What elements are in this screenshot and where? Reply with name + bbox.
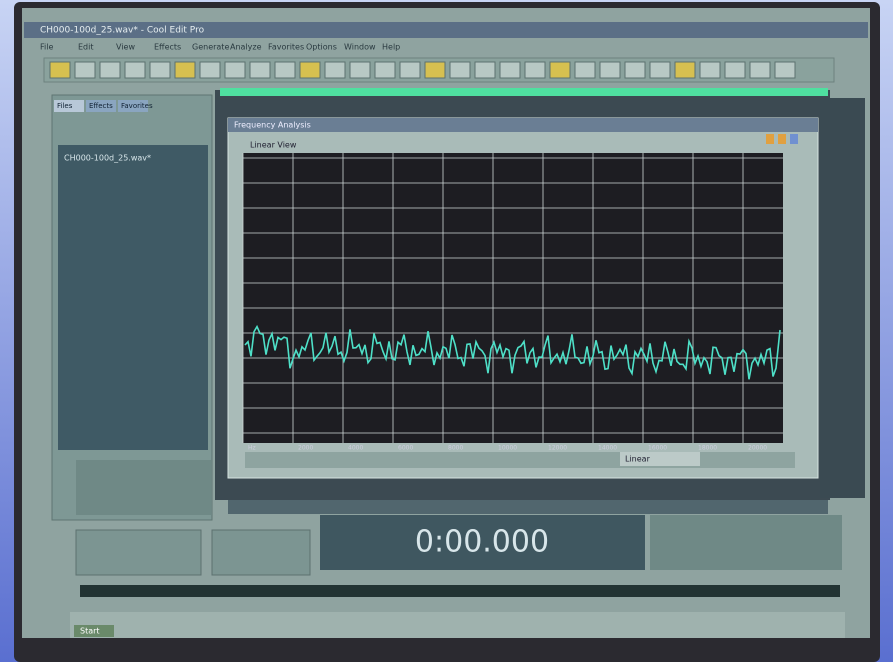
tool-button[interactable] [449, 61, 471, 79]
zoom-buttons[interactable] [211, 529, 311, 576]
tool-button[interactable] [574, 61, 596, 79]
tool-button[interactable] [724, 61, 746, 79]
tool-button[interactable] [499, 61, 521, 79]
menu-item[interactable]: Analyze [230, 43, 262, 52]
tab[interactable] [54, 100, 84, 112]
menu-bar: File Edit View Effects Generate Analyze Favori… [40, 43, 400, 52]
frequency-label: 8000 [448, 445, 463, 452]
selection-info [650, 515, 842, 570]
start-label: Start [80, 627, 100, 636]
tab[interactable] [118, 100, 148, 112]
menu-item[interactable]: Edit [78, 43, 94, 52]
frequency-label: 6000 [398, 445, 413, 452]
tool-button[interactable] [549, 61, 571, 79]
frequency-label: 14000 [598, 445, 617, 452]
tab-label: Files [57, 102, 73, 110]
file-item[interactable]: CH000-100d_25.wav* [64, 154, 151, 163]
status-bar [80, 585, 840, 597]
time-ruler [228, 500, 828, 514]
tool-button[interactable] [249, 61, 271, 79]
plot-area [243, 153, 783, 443]
overview-bar [220, 88, 828, 96]
tool-button[interactable] [649, 61, 671, 79]
level-ruler [820, 98, 865, 498]
tool-button[interactable] [424, 61, 446, 79]
menu-item[interactable]: Favorites [268, 43, 304, 52]
frequency-label: 2000 [298, 445, 313, 452]
mode-select[interactable] [620, 452, 700, 466]
panel-options [76, 460, 211, 515]
tool-button[interactable] [399, 61, 421, 79]
frequency-label: 10000 [498, 445, 517, 452]
time-display [320, 515, 645, 570]
frequency-label: 4000 [348, 445, 363, 452]
file-list [58, 145, 208, 450]
tool-button[interactable] [224, 61, 246, 79]
tool-button[interactable] [274, 61, 296, 79]
analysis-title: Frequency Analysis [234, 121, 311, 130]
tool-button[interactable] [749, 61, 771, 79]
menu-item[interactable]: Effects [154, 43, 181, 52]
spectrum-line [244, 324, 781, 380]
time-value: 0:00.000 [415, 525, 549, 560]
tool-button[interactable] [49, 61, 71, 79]
view-label: Linear View [250, 141, 297, 150]
window-title: CH000-100d_25.wav* - Cool Edit Pro [40, 26, 205, 36]
tool-button[interactable] [349, 61, 371, 79]
tool-button[interactable] [199, 61, 221, 79]
tool-button[interactable] [324, 61, 346, 79]
tool-button[interactable] [299, 61, 321, 79]
menu-item[interactable]: View [116, 43, 135, 52]
frequency-label: 18000 [698, 445, 717, 452]
tool-button[interactable] [474, 61, 496, 79]
frequency-labels: Hz 2000 4000 6000 8000 10000 12000 14000 16000 18… [248, 445, 767, 452]
frequency-label: 20000 [748, 445, 767, 452]
mode-label: Linear [625, 455, 651, 464]
start-button[interactable] [74, 625, 114, 637]
window-button[interactable] [790, 134, 798, 144]
analysis-title-bar [228, 118, 818, 132]
frequency-label: 16000 [648, 445, 667, 452]
tool-button[interactable] [74, 61, 96, 79]
frequency-label: 12000 [548, 445, 567, 452]
frequency-label: Hz [248, 445, 256, 452]
tool-button[interactable] [624, 61, 646, 79]
tool-button[interactable] [174, 61, 196, 79]
menu-item[interactable]: Help [382, 43, 400, 52]
tool-button[interactable] [374, 61, 396, 79]
tool-button[interactable] [599, 61, 621, 79]
menu-item[interactable]: Window [344, 43, 376, 52]
tool-button[interactable] [674, 61, 696, 79]
tool-button[interactable] [124, 61, 146, 79]
tab[interactable] [86, 100, 116, 112]
tab-label: Effects [89, 102, 113, 110]
tab-label: Favorites [121, 102, 153, 110]
tool-button[interactable] [524, 61, 546, 79]
menu-item[interactable]: File [40, 43, 53, 52]
menu-item[interactable]: Options [306, 43, 337, 52]
tool-button[interactable] [149, 61, 171, 79]
toolbar-buttons [49, 61, 796, 79]
taskbar [70, 612, 845, 638]
transport-buttons[interactable] [75, 529, 202, 576]
window-button[interactable] [766, 134, 774, 144]
analysis-status [245, 452, 795, 468]
window-button[interactable] [778, 134, 786, 144]
menu-item[interactable]: Generate [192, 43, 229, 52]
tool-button[interactable] [774, 61, 796, 79]
panel-tabs: Files Effects Favorites [54, 100, 153, 112]
title-bar [24, 22, 868, 38]
tool-button[interactable] [699, 61, 721, 79]
grid [242, 153, 783, 443]
tool-button[interactable] [99, 61, 121, 79]
